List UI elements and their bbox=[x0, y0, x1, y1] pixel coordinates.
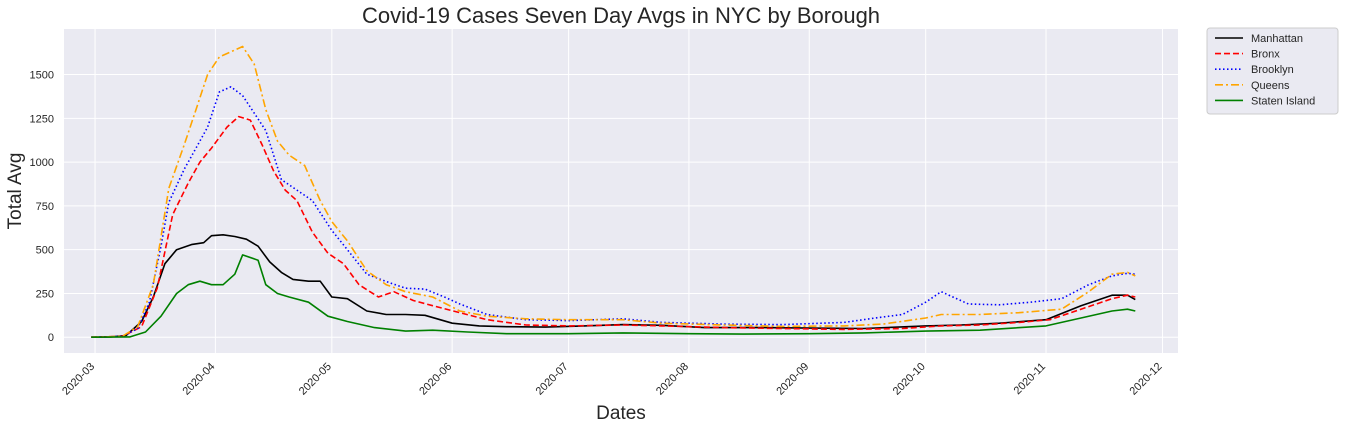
series-lines bbox=[91, 45, 1136, 338]
legend-label: Staten Island bbox=[1251, 95, 1315, 107]
x-tick-label: 2020-09 bbox=[774, 361, 811, 398]
y-tick-label: 500 bbox=[36, 245, 54, 257]
legend-label: Brooklyn bbox=[1251, 64, 1294, 76]
x-tick-label: 2020-12 bbox=[1128, 361, 1165, 398]
x-axis-title: Dates bbox=[596, 403, 646, 424]
y-tick-label: 1500 bbox=[30, 70, 54, 82]
y-tick-label: 750 bbox=[36, 201, 54, 213]
y-axis-ticks: 0 250 500 750 1000 1250 1500 bbox=[30, 70, 54, 345]
legend-label: Queens bbox=[1251, 80, 1290, 92]
y-tick-label: 0 bbox=[48, 332, 54, 344]
grid-lines bbox=[64, 29, 1178, 353]
x-tick-label: 2020-03 bbox=[60, 361, 97, 398]
series-line-manhattan bbox=[91, 234, 1136, 338]
x-axis-ticks: 2020-03 2020-04 2020-05 2020-06 2020-07 2020-… bbox=[60, 361, 1164, 398]
legend-label: Manhattan bbox=[1251, 33, 1303, 45]
y-tick-label: 1250 bbox=[30, 113, 54, 125]
legend: Manhattan Bronx Brooklyn Queens Staten Islan… bbox=[1206, 27, 1339, 115]
x-tick-label: 2020-07 bbox=[534, 361, 571, 398]
x-tick-label: 2020-05 bbox=[297, 361, 334, 398]
x-tick-label: 2020-10 bbox=[891, 361, 928, 398]
x-tick-label: 2020-04 bbox=[180, 361, 217, 398]
y-tick-label: 1000 bbox=[30, 157, 54, 169]
x-tick-label: 2020-11 bbox=[1012, 361, 1048, 397]
x-tick-label: 2020-08 bbox=[654, 361, 691, 398]
series-line-staten-island bbox=[91, 254, 1136, 338]
plot-area bbox=[64, 29, 1178, 353]
y-tick-label: 250 bbox=[36, 288, 54, 300]
x-tick-label: 2020-06 bbox=[417, 361, 454, 398]
legend-label: Bronx bbox=[1251, 49, 1280, 61]
legend-box bbox=[1206, 27, 1339, 115]
series-line-queens bbox=[91, 45, 1136, 338]
y-axis-title: Total Avg bbox=[5, 153, 26, 230]
chart-title: Covid-19 Cases Seven Day Avgs in NYC by … bbox=[362, 3, 880, 28]
series-line-bronx bbox=[91, 115, 1136, 338]
